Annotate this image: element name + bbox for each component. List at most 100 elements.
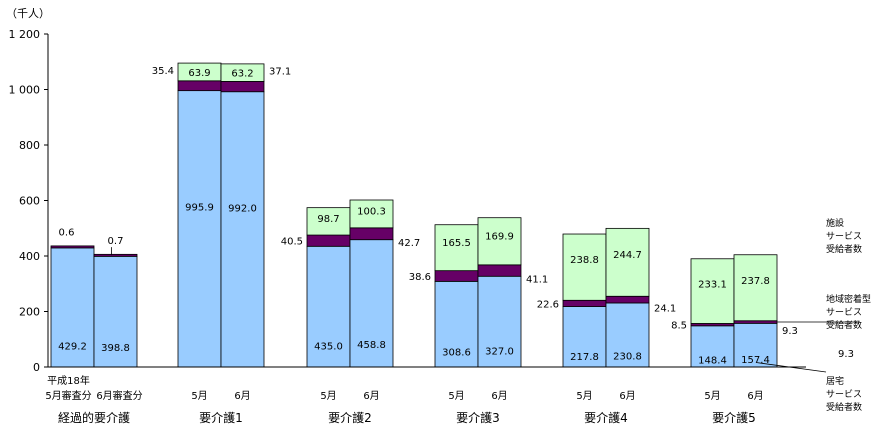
x-sub-label: 平成18年: [47, 374, 90, 387]
value-label-home: 429.2: [58, 342, 87, 353]
bar-segment-community: [562, 299, 607, 307]
bar-segment-home: [220, 91, 265, 368]
value-label-community: 41.1: [526, 275, 548, 286]
bar-segment-home: [733, 322, 778, 368]
value-label-home: 308.6: [442, 348, 471, 359]
value-label-facility: 98.7: [317, 214, 339, 225]
x-category-label: 要介護4: [584, 410, 628, 425]
bar-segment-facility: [562, 233, 607, 301]
x-category-label: 経過的要介護: [58, 410, 130, 425]
bar-segment-home: [306, 245, 351, 368]
bar-segment-home: [434, 280, 479, 368]
value-label-home: 217.8: [570, 352, 599, 363]
x-sub-label: 5月: [576, 390, 592, 402]
x-sub-label: 5月: [191, 390, 207, 402]
legend-label-home: 居宅: [826, 375, 844, 387]
x-sub-label: 6月審査分: [96, 389, 142, 402]
bar-segment-home: [50, 247, 95, 368]
value-label-facility: 63.9: [188, 68, 210, 79]
y-tick-label: 600: [19, 195, 40, 208]
value-label-home: 327.0: [485, 347, 514, 358]
value-label-community: 24.1: [654, 304, 676, 315]
y-tick-label: 200: [19, 306, 40, 319]
bar-segment-facility: [349, 199, 394, 229]
value-label-community: 38.6: [409, 272, 431, 283]
plot-area: [50, 62, 778, 368]
y-tick-label: 800: [19, 139, 40, 152]
value-label-home: 435.0: [314, 341, 343, 352]
legend-label-home: 受給者数: [826, 401, 862, 413]
value-label-community: 42.7: [398, 238, 420, 249]
bar-segment-community: [349, 227, 394, 241]
y-tick-label: 400: [19, 250, 40, 263]
x-category-label: 要介護3: [456, 410, 500, 425]
legend-label-facility: サービス: [826, 231, 862, 242]
unit-label: （千人）: [6, 7, 50, 20]
bar-segment-community: [50, 245, 95, 249]
x-sub-label: 6月: [619, 390, 635, 402]
data-labels: 429.2 0.6 398.8 0.7 995.9 35.4 63.9 992.0 37.1 63…: [58, 66, 798, 367]
x-category-label: 要介護1: [199, 410, 243, 425]
value-label-facility: 244.7: [613, 250, 642, 261]
y-tick-label: 1 000: [9, 84, 41, 97]
value-label-facility: 233.1: [698, 279, 727, 290]
bar-segment-home: [93, 255, 138, 368]
value-label-facility: 169.9: [485, 232, 514, 243]
y-tick-label: 1 200: [9, 28, 41, 41]
value-label-home: 148.4: [698, 356, 727, 367]
value-label-home: 157.4: [741, 355, 770, 366]
value-label-community: 9.3: [782, 326, 798, 337]
x-sub-label: 6月: [234, 390, 250, 402]
bar-segment-home: [177, 90, 222, 368]
bar-segment-facility: [605, 227, 650, 297]
value-label-facility: 237.8: [741, 276, 770, 287]
legend-label-facility: 受給者数: [826, 243, 862, 255]
value-label-facility: 100.3: [357, 207, 386, 218]
value-label-community: 40.5: [281, 237, 303, 248]
bar-segment-facility: [220, 63, 265, 82]
x-sub-label: 6月: [491, 390, 507, 402]
x-sub-label: 6月: [747, 390, 763, 402]
value-label-community: 35.4: [152, 66, 174, 77]
bar-segment-home: [605, 302, 650, 368]
bar-segment-community: [93, 253, 138, 257]
legend-label-community: サービス: [826, 307, 862, 318]
y-tick-label: 0: [33, 361, 40, 374]
x-sub-label: 5月審査分: [45, 389, 91, 402]
x-category-label: 要介護5: [712, 410, 756, 425]
value-label-community: 0.6: [59, 228, 75, 239]
bar-segment-facility: [477, 217, 522, 266]
bar-segment-community: [177, 80, 222, 92]
value-label-facility: 165.5: [442, 238, 471, 249]
bar-segment-home: [349, 239, 394, 368]
value-label-community-last: 9.3: [838, 349, 854, 360]
y-axis: 0 200 400 600 800 1 000 1 200: [9, 28, 49, 374]
legend-label-facility: 施設: [826, 217, 844, 229]
value-label-community: 37.1: [269, 66, 291, 77]
value-label-community: 8.5: [671, 321, 687, 332]
value-label-facility: 63.2: [231, 69, 253, 80]
bar-segment-facility: [690, 258, 735, 324]
x-sub-label: 5月: [320, 390, 336, 402]
legend-label-community: 地域密着型: [826, 293, 871, 305]
value-label-home: 398.8: [101, 343, 130, 354]
value-label-home: 995.9: [185, 203, 214, 214]
bar-segment-community: [605, 295, 650, 304]
bar-segment-community: [220, 81, 265, 93]
value-label-home: 230.8: [613, 351, 642, 362]
value-label-community: 22.6: [537, 299, 559, 310]
value-label-facility: 238.8: [570, 255, 599, 266]
x-sub-label: 6月: [363, 390, 379, 402]
bar-segment-home: [477, 275, 522, 368]
bar-segment-community: [477, 264, 522, 277]
bar-segment-facility: [733, 254, 778, 322]
x-category-label: 要介護2: [328, 410, 372, 425]
legend-leader-line: [756, 362, 827, 373]
x-sub-label: 5月: [704, 390, 720, 402]
value-label-home: 458.8: [357, 340, 386, 351]
bar-segment-home: [562, 306, 607, 368]
value-label-home: 992.0: [228, 203, 257, 214]
